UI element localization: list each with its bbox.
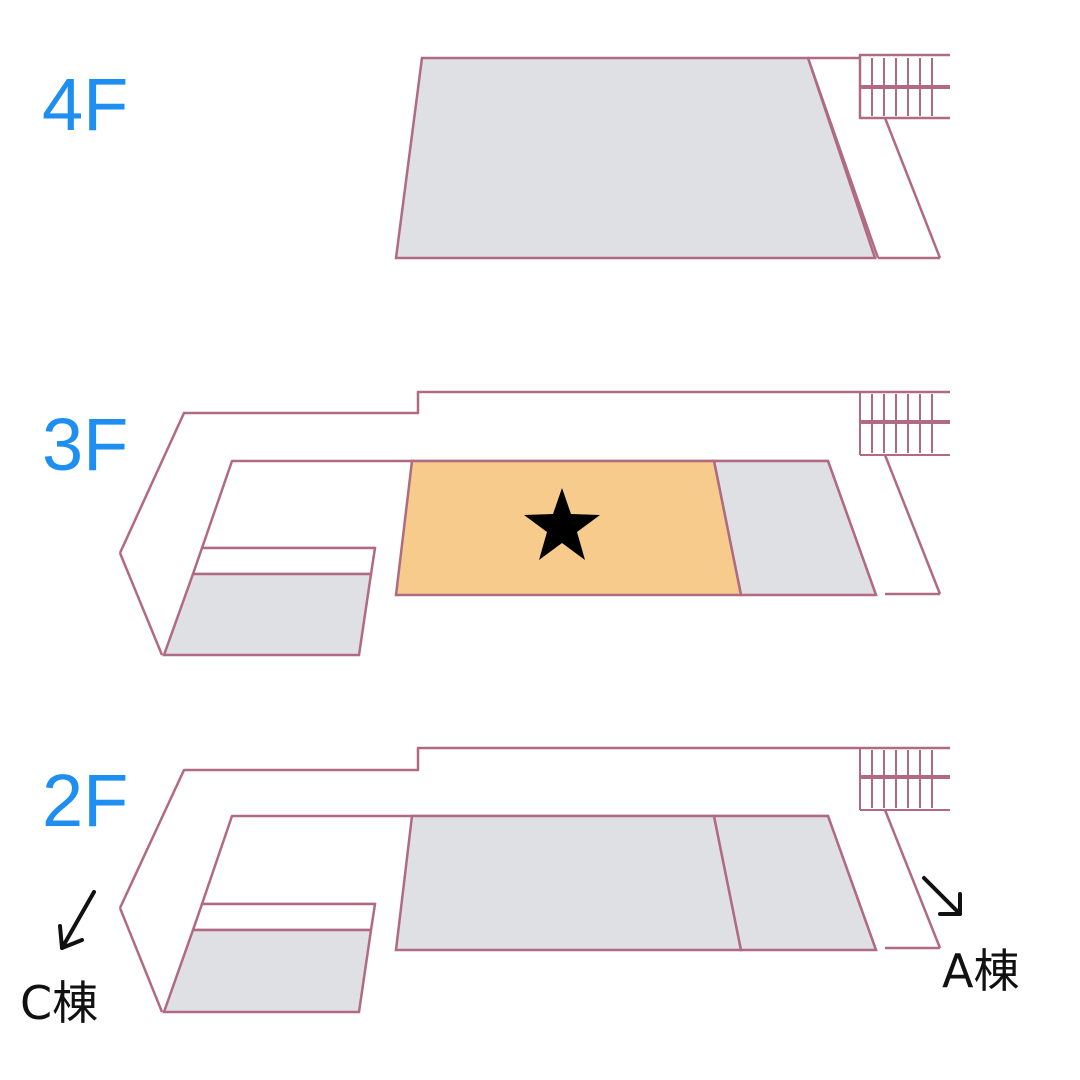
room-3f-right (712, 459, 878, 597)
floor-label-2f: 2F (42, 759, 129, 842)
floor-3f-outline (118, 390, 950, 554)
floor-2f (118, 746, 950, 1014)
stairs-2f (859, 748, 950, 811)
room-3f-left-strip (191, 546, 377, 576)
floor-2f-outline (118, 746, 950, 909)
star-marker (524, 488, 600, 560)
arrow-a-wing-icon (922, 876, 962, 916)
wing-label-c: C棟 (20, 976, 99, 1030)
room-2f-center (394, 814, 743, 952)
floor-label-4f: 4F (42, 63, 129, 146)
room-2f-right (712, 814, 878, 952)
room-3f-left (162, 572, 373, 657)
room-4f-main (394, 56, 877, 260)
arrow-c-wing-icon (58, 890, 96, 950)
floor-3f (118, 390, 950, 657)
room-2f-left (162, 928, 373, 1014)
wing-label-a: A棟 (942, 944, 1020, 998)
floor-label-3f: 3F (42, 403, 129, 486)
stairs-3f (859, 392, 950, 456)
stairs-4f (860, 58, 950, 116)
room-2f-left-strip (191, 902, 377, 932)
floor-4f (394, 53, 950, 260)
